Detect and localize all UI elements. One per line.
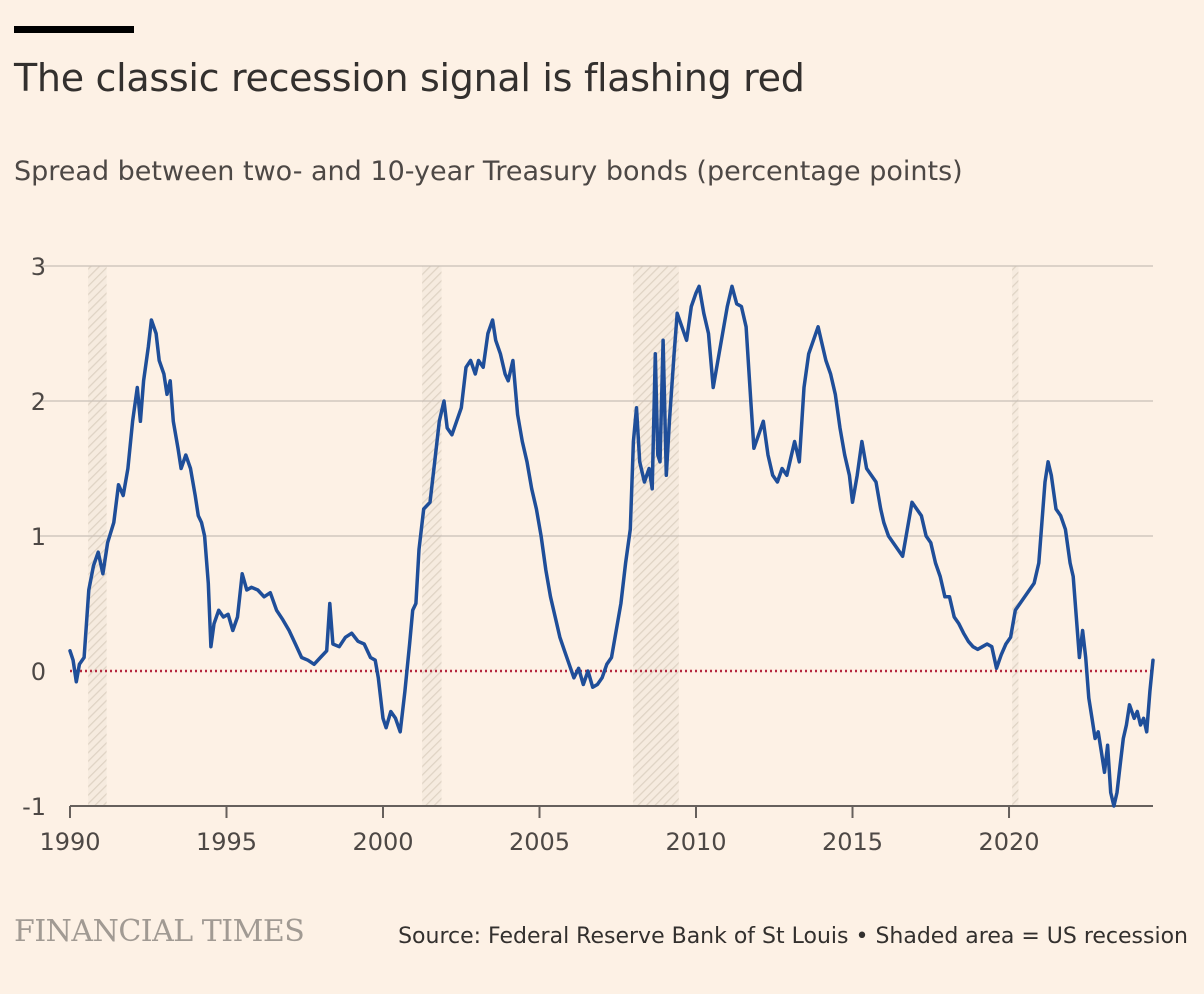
chart-title: The classic recession signal is flashing… bbox=[14, 56, 805, 100]
series-lines bbox=[68, 284, 1155, 808]
x-tick-label: 2005 bbox=[509, 828, 570, 856]
y-tick-label: 2 bbox=[31, 388, 46, 416]
gridlines bbox=[40, 265, 1153, 673]
x-tick-label: 2015 bbox=[822, 828, 883, 856]
x-tick-label: 1995 bbox=[196, 828, 257, 856]
top-accent-bar bbox=[14, 26, 134, 33]
x-tick-label: 2000 bbox=[352, 828, 413, 856]
y-axis-labels: -1 0 1 2 3 bbox=[22, 253, 46, 821]
y-tick-label: -1 bbox=[22, 793, 46, 821]
chart-subtitle: Spread between two- and 10-year Treasury… bbox=[14, 156, 963, 187]
x-axis: 1990 1995 2000 2005 2010 2015 2020 bbox=[39, 805, 1153, 856]
ft-brand-logo: FINANCIAL TIMES bbox=[14, 914, 305, 949]
x-tick-label: 2020 bbox=[978, 828, 1039, 856]
series-line-0 bbox=[68, 284, 1155, 808]
source-note: Source: Federal Reserve Bank of St Louis… bbox=[398, 924, 1188, 949]
y-tick-label: 1 bbox=[31, 523, 46, 551]
y-tick-label: 0 bbox=[31, 658, 46, 686]
x-tick-label: 1990 bbox=[39, 828, 100, 856]
y-tick-label: 3 bbox=[31, 253, 46, 281]
x-tick-label: 2010 bbox=[665, 828, 726, 856]
